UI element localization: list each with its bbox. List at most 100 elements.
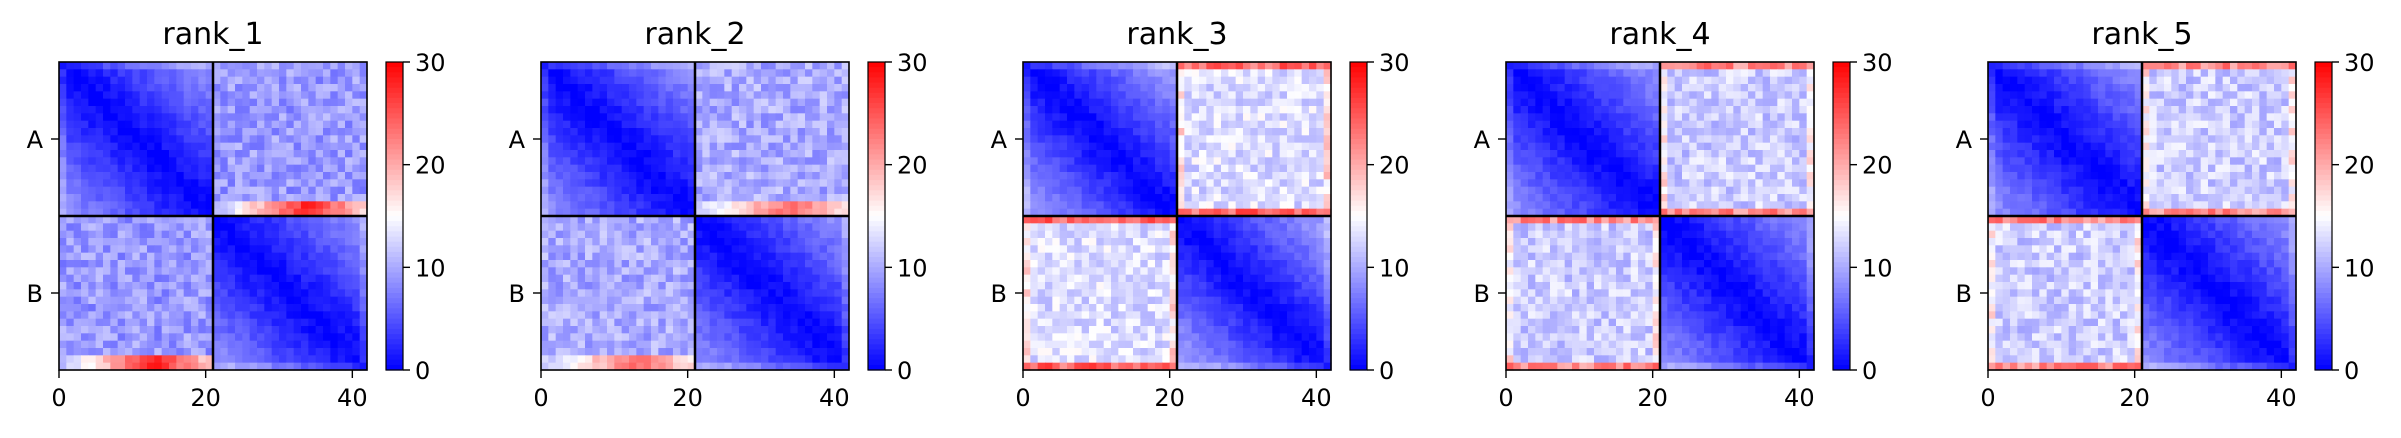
heatmap-cell (555, 84, 564, 92)
heatmap-cell (563, 318, 571, 327)
heatmap-cell (1147, 252, 1156, 261)
heatmap-cell (636, 172, 645, 180)
heatmap-cell (73, 91, 82, 100)
heatmap-cell (315, 296, 324, 305)
heatmap-cell (717, 113, 725, 122)
heatmap-cell (1301, 157, 1310, 166)
heatmap-cell (753, 311, 762, 320)
heatmap-cell (1052, 91, 1061, 100)
heatmap-cell (264, 355, 273, 364)
heatmap-cell (643, 333, 652, 342)
heatmap-cell (673, 348, 681, 356)
heatmap-cell (59, 91, 67, 100)
heatmap-cell (1323, 113, 1332, 122)
heatmap-cell (1125, 252, 1134, 261)
heatmap-cell (1177, 84, 1185, 92)
heatmap-cell (717, 238, 725, 246)
heatmap-cell (315, 142, 324, 151)
heatmap-cell (147, 223, 155, 232)
heatmap-cell (1052, 252, 1061, 261)
heatmap-cell (1228, 62, 1237, 70)
heatmap-cell (1133, 106, 1141, 114)
heatmap-cell (235, 106, 243, 114)
heatmap-cell (1111, 91, 1119, 100)
heatmap-cell (1074, 106, 1083, 114)
heatmap-cell (1125, 172, 1134, 180)
heatmap-cell (242, 216, 251, 224)
heatmap-cell (359, 120, 368, 129)
heatmap-cell (665, 223, 674, 232)
heatmap-cell (753, 69, 762, 78)
heatmap-cell (768, 274, 777, 283)
colorbar-segment (868, 159, 885, 166)
heatmap-cell (117, 120, 126, 129)
heatmap-cell (264, 252, 273, 261)
heatmap-cell (1096, 267, 1105, 276)
heatmap-cell (1023, 208, 1031, 217)
heatmap-cell (841, 106, 850, 114)
heatmap-cell (592, 318, 601, 327)
heatmap-cell (1111, 106, 1119, 114)
heatmap-cell (570, 120, 579, 129)
heatmap-cell (205, 142, 214, 151)
heatmap-cell (1133, 216, 1141, 224)
heatmap-cell (213, 267, 221, 276)
heatmap-cell (59, 84, 67, 92)
heatmap-cell (665, 172, 674, 180)
heatmap-cell (783, 98, 791, 107)
heatmap-cell (1235, 282, 1244, 290)
heatmap-cell (301, 274, 309, 283)
heatmap-cell (827, 216, 835, 224)
heatmap-cell (629, 260, 637, 268)
heatmap-cell (636, 333, 645, 342)
heatmap-cell (352, 326, 361, 334)
heatmap-cell (257, 333, 265, 342)
heatmap-cell (775, 216, 784, 224)
heatmap-cell (592, 326, 601, 334)
heatmap-cell (227, 362, 236, 371)
heatmap-cell (570, 113, 579, 122)
heatmap-cell (308, 120, 317, 129)
heatmap-cell (59, 296, 67, 305)
heatmap-cell (161, 252, 170, 261)
heatmap-cell (643, 76, 652, 85)
heatmap-cell (337, 186, 346, 195)
heatmap-cell (643, 223, 652, 232)
heatmap-cell (541, 120, 549, 129)
heatmap-cell (227, 340, 236, 349)
heatmap-cell (599, 289, 608, 298)
heatmap-cell (323, 76, 331, 85)
heatmap-cell (242, 267, 251, 276)
heatmap-cell (717, 260, 725, 268)
heatmap-cell (257, 282, 265, 290)
heatmap-cell (1140, 142, 1149, 151)
heatmap-cell (1059, 142, 1068, 151)
heatmap-cell (183, 84, 192, 92)
heatmap-cell (213, 311, 221, 320)
heatmap-cell (673, 282, 681, 290)
heatmap-cell (680, 304, 689, 312)
heatmap-cell (352, 238, 361, 246)
heatmap-cell (1323, 230, 1332, 239)
heatmap-cell (330, 164, 339, 173)
heatmap-cell (1301, 142, 1310, 151)
heatmap-cell (819, 91, 828, 100)
heatmap-cell (709, 113, 718, 122)
heatmap-cell (1316, 230, 1325, 239)
heatmap-cell (352, 355, 361, 364)
heatmap-cell (673, 186, 681, 195)
heatmap-cell (599, 296, 608, 305)
heatmap-cell (264, 362, 273, 371)
heatmap-cell (286, 318, 295, 327)
heatmap-cell (665, 150, 674, 158)
colorbar-segment (386, 103, 403, 109)
x-tick-label: 20 (672, 384, 703, 412)
heatmap-cell (73, 326, 82, 334)
heatmap-cell (359, 216, 368, 224)
heatmap-cell (1279, 69, 1288, 78)
heatmap-cell (834, 106, 843, 114)
heatmap-cell (555, 172, 564, 180)
heatmap-cell (286, 135, 295, 144)
heatmap-cell (614, 296, 623, 305)
heatmap-cell (1023, 179, 1031, 188)
